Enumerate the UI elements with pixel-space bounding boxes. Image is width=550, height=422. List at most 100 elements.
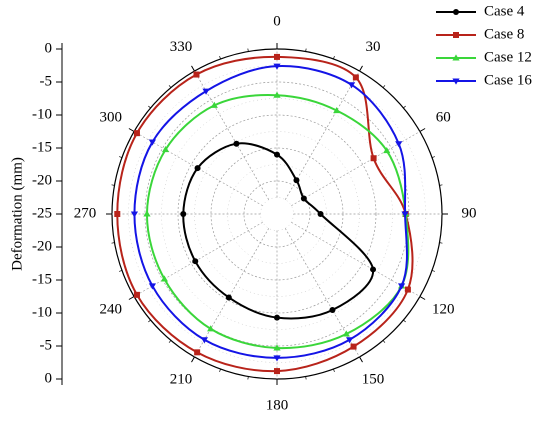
marker	[274, 314, 280, 321]
marker	[130, 211, 139, 218]
marker	[273, 344, 281, 351]
marker	[233, 140, 240, 147]
theta-tick-label: 180	[266, 397, 289, 413]
theta-minor-tick	[148, 105, 151, 109]
theta-tick-label: 0	[273, 13, 281, 29]
legend-entry: Case 16	[436, 72, 532, 88]
y-axis-label: Deformation (mm)	[9, 157, 25, 271]
marker	[293, 177, 300, 184]
marker	[143, 210, 151, 217]
r-tick-label: -10	[32, 304, 52, 320]
theta-minor-tick	[403, 319, 406, 323]
theta-minor-tick	[247, 376, 249, 380]
theta-minor-tick	[419, 129, 423, 132]
marker	[300, 195, 307, 202]
theta-tick-label: 210	[170, 372, 193, 388]
theta-tick-label: 150	[362, 372, 385, 388]
radial-grid-line	[284, 228, 360, 358]
r-tick-label: -20	[32, 172, 52, 188]
marker	[200, 337, 208, 344]
marker	[193, 71, 200, 78]
r-tick-label: -15	[32, 139, 52, 155]
theta-minor-tick	[382, 340, 386, 343]
r-tick-label: -20	[32, 238, 52, 254]
r-tick-label: -5	[40, 73, 53, 89]
theta-minor-tick	[148, 319, 151, 323]
r-tick-label: -25	[32, 205, 52, 221]
marker	[329, 307, 336, 314]
marker	[398, 283, 406, 290]
marker	[333, 106, 341, 114]
legend-label: Case 12	[484, 49, 532, 65]
minor-grid-circle	[260, 197, 294, 231]
marker	[404, 286, 411, 293]
marker	[273, 355, 281, 362]
marker	[225, 294, 232, 301]
theta-minor-tick	[439, 242, 443, 244]
theta-tick-label: 120	[432, 301, 455, 317]
theta-tick-label: 90	[462, 205, 477, 221]
radial-grid-line	[291, 131, 421, 207]
theta-minor-tick	[219, 56, 221, 60]
radial-grid-line	[133, 221, 263, 297]
theta-minor-tick	[359, 68, 362, 72]
marker	[274, 368, 280, 375]
theta-minor-tick	[111, 184, 115, 186]
marker	[161, 146, 170, 153]
marker	[342, 330, 350, 337]
legend-entry: Case 4	[436, 3, 525, 19]
radial-grid-line	[194, 70, 270, 200]
legend-label: Case 4	[484, 3, 525, 19]
marker	[160, 275, 168, 282]
legend-entry: Case 8	[436, 26, 524, 42]
theta-tick-label: 270	[74, 205, 97, 221]
theta-tick-label: 330	[170, 39, 193, 55]
marker	[274, 151, 280, 158]
series-line	[182, 142, 375, 320]
marker	[210, 101, 218, 108]
marker	[383, 147, 391, 154]
theta-minor-tick	[359, 356, 362, 360]
grid-circle	[177, 114, 377, 314]
marker	[202, 88, 210, 95]
theta-minor-tick	[333, 368, 335, 372]
marker	[273, 63, 281, 70]
marker	[452, 78, 460, 85]
r-tick-label: -5	[40, 337, 53, 353]
marker	[370, 155, 377, 162]
r-tick-label: 0	[45, 370, 53, 386]
marker	[274, 53, 280, 60]
marker	[133, 291, 140, 298]
r-tick-label: 0	[45, 40, 53, 56]
radial-grid-line	[291, 221, 421, 297]
legend-label: Case 16	[484, 72, 532, 88]
marker	[350, 343, 357, 350]
legend-entry: Case 12	[436, 49, 532, 65]
theta-minor-tick	[168, 340, 172, 343]
theta-minor-tick	[439, 184, 443, 186]
marker	[352, 74, 359, 81]
marker	[347, 82, 356, 89]
minor-grid-circle	[227, 164, 327, 264]
theta-minor-tick	[247, 48, 249, 52]
theta-minor-tick	[219, 368, 221, 372]
marker	[273, 91, 281, 98]
marker	[180, 211, 187, 217]
theta-tick-label: 30	[366, 39, 381, 55]
theta-minor-tick	[403, 105, 406, 109]
r-tick-label: -15	[32, 271, 52, 287]
marker	[452, 54, 460, 61]
series-line	[116, 55, 414, 373]
marker	[346, 337, 354, 344]
marker	[207, 325, 215, 332]
theta-minor-tick	[305, 376, 307, 380]
minor-grid-circle	[161, 98, 393, 330]
marker	[148, 139, 156, 146]
theta-tick-label: 60	[436, 109, 451, 125]
theta-minor-tick	[431, 156, 435, 158]
marker	[453, 9, 459, 15]
theta-minor-tick	[168, 85, 172, 88]
theta-minor-tick	[131, 129, 135, 132]
theta-minor-tick	[192, 68, 195, 72]
